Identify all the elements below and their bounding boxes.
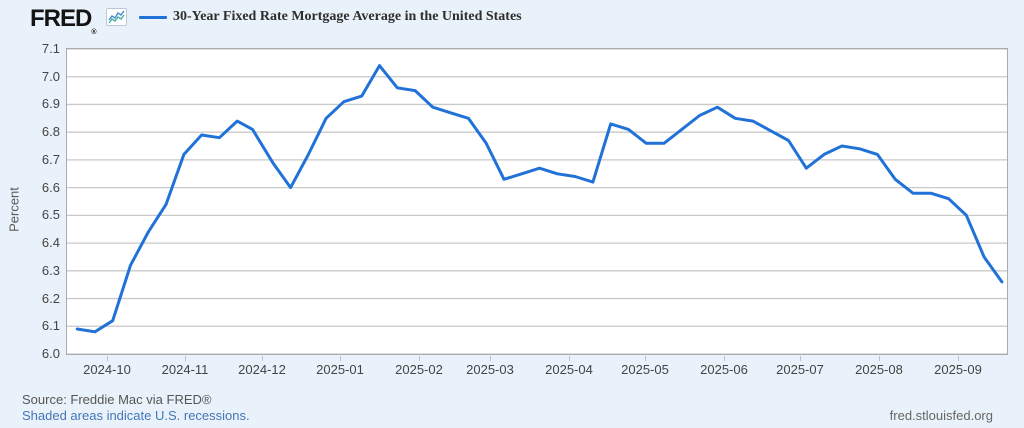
legend-line-swatch — [139, 16, 167, 19]
fred-logo-text: FRED — [30, 5, 92, 32]
x-tick-label: 2025-06 — [700, 362, 748, 377]
x-tick-label: 2024-11 — [161, 362, 209, 377]
x-tick-mark — [490, 356, 491, 361]
x-tick-label: 2025-01 — [316, 362, 364, 377]
sparkline-glyph — [108, 10, 125, 24]
fred-sparkline-icon[interactable] — [106, 8, 127, 26]
recessions-link[interactable]: Shaded areas indicate U.S. recessions. — [22, 408, 250, 423]
x-tick-mark — [645, 356, 646, 361]
series-line[interactable] — [75, 64, 1004, 334]
x-tick-label: 2024-12 — [238, 362, 286, 377]
x-tick-mark — [185, 356, 186, 361]
y-tick-label: 6.1 — [41, 318, 60, 334]
y-tick-label: 7.1 — [41, 41, 60, 56]
x-tick-mark — [262, 356, 263, 361]
x-tick-mark — [340, 356, 341, 361]
y-tick-label: 6.7 — [41, 151, 60, 167]
registered-mark: ® — [91, 29, 97, 36]
plot-area[interactable] — [66, 48, 1008, 355]
source-note: Source: Freddie Mac via FRED® — [22, 392, 212, 407]
y-tick-label: 7.0 — [41, 68, 60, 84]
x-tick-label: 2025-03 — [466, 362, 514, 377]
y-tick-label: 6.3 — [41, 262, 60, 278]
y-tick-label: 6.9 — [41, 96, 60, 112]
y-tick-label: 6.6 — [41, 179, 60, 195]
x-tick-mark — [958, 356, 959, 361]
y-tick-label: 6.0 — [41, 346, 60, 361]
x-tick-mark — [800, 356, 801, 361]
x-tick-label: 2025-02 — [395, 362, 443, 377]
fred-logo[interactable]: FRED® — [30, 5, 97, 36]
legend-series-label: 30-Year Fixed Rate Mortgage Average in t… — [173, 9, 522, 24]
x-tick-label: 2025-07 — [776, 362, 824, 377]
x-tick-mark — [724, 356, 725, 361]
x-tick-mark — [569, 356, 570, 361]
x-tick-mark — [879, 356, 880, 361]
site-url[interactable]: fred.stlouisfed.org — [889, 408, 993, 423]
x-tick-mark — [107, 356, 108, 361]
x-tick-label: 2025-08 — [855, 362, 903, 377]
x-tick-label: 2025-09 — [934, 362, 982, 377]
y-tick-label: 6.2 — [41, 290, 60, 306]
x-tick-label: 2025-04 — [545, 362, 593, 377]
y-tick-label: 6.8 — [41, 124, 60, 140]
line-chart — [67, 49, 1007, 354]
x-tick-mark — [419, 356, 420, 361]
x-tick-label: 2024-10 — [83, 362, 131, 377]
chart-header: FRED® 30-Year Fixed Rate Mortgage Averag… — [0, 0, 1024, 36]
x-tick-label: 2025-05 — [621, 362, 669, 377]
y-tick-label: 6.4 — [41, 235, 60, 251]
y-tick-label: 6.5 — [41, 207, 60, 223]
